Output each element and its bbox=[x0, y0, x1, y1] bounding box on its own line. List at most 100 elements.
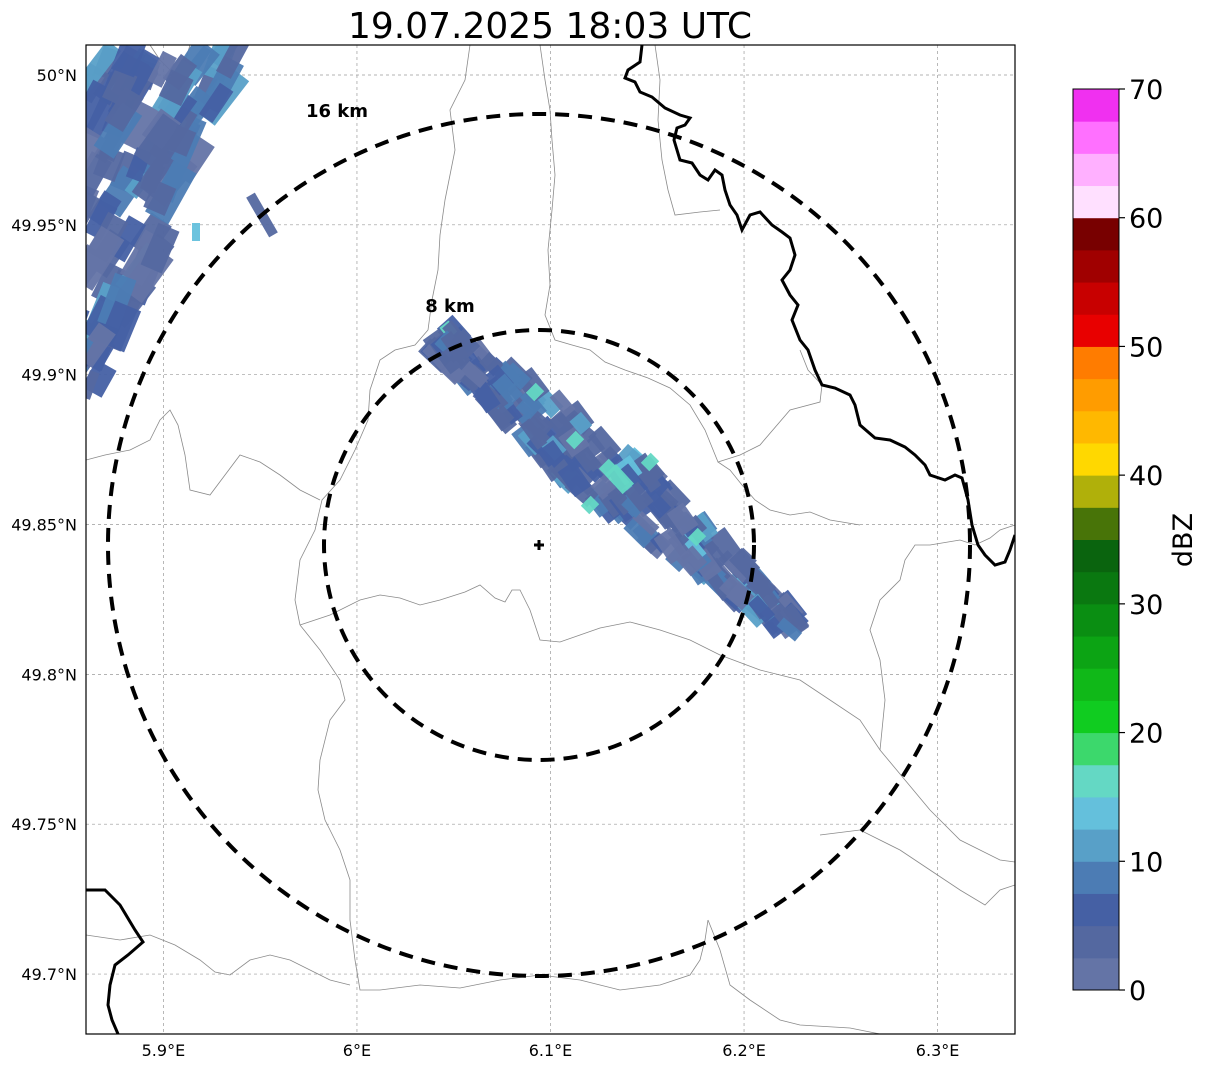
colorbar-cell bbox=[1073, 539, 1119, 573]
echo-bin-northwest bbox=[86, 45, 122, 98]
colorbar-cell bbox=[1073, 442, 1119, 476]
range-rings bbox=[106, 112, 972, 978]
colorbar-cell bbox=[1073, 571, 1119, 605]
colorbar-cell bbox=[1073, 153, 1119, 187]
echo-bin-central bbox=[588, 425, 622, 461]
x-tick-label: 6°E bbox=[343, 1041, 371, 1060]
range-ring-label-16km: 16 km bbox=[306, 101, 368, 122]
echo-bin-northwest bbox=[101, 66, 138, 107]
colorbar-cell bbox=[1073, 957, 1119, 991]
echo-bin-northwest bbox=[143, 179, 177, 216]
echo-bin-central bbox=[640, 470, 662, 493]
echo-bin-central bbox=[460, 360, 489, 389]
echo-bin-central bbox=[708, 527, 743, 564]
echo-bin-northwest bbox=[110, 45, 150, 78]
echo-bin-central bbox=[549, 389, 576, 418]
colorbar-cell bbox=[1073, 861, 1119, 894]
echo-bin-northwest bbox=[140, 222, 180, 274]
echo-bin-central bbox=[569, 411, 593, 435]
colorbar-cells bbox=[1073, 89, 1119, 991]
echo-bin-northwest bbox=[192, 223, 200, 241]
echo-bin-northwest bbox=[120, 101, 165, 154]
echo-bin-central bbox=[653, 527, 688, 565]
map-frame bbox=[85, 44, 1016, 1035]
echo-bin-northwest bbox=[167, 124, 197, 157]
colorbar-label: dBZ bbox=[1168, 513, 1199, 567]
colorbar-tick-label: 40 bbox=[1129, 461, 1163, 492]
range-ring-8km bbox=[322, 328, 756, 762]
echo-bin-northwest bbox=[86, 79, 115, 134]
colorbar-cell bbox=[1073, 121, 1119, 154]
echo-bin-central bbox=[450, 328, 481, 359]
echo-bin-central bbox=[515, 394, 542, 421]
colorbar-cell bbox=[1073, 89, 1119, 122]
x-axis-ticks: 5.9°E 6°E 6.1°E 6.2°E 6.3°E bbox=[142, 1041, 960, 1060]
echo-bin-central bbox=[687, 527, 707, 547]
y-tick-label: 49.75°N bbox=[11, 815, 77, 834]
echo-bin-northwest bbox=[202, 45, 244, 82]
echo-bin-northwest bbox=[198, 82, 234, 124]
colorbar-tick-label: 70 bbox=[1129, 75, 1163, 106]
echo-bin-northwest bbox=[162, 53, 198, 91]
echo-bin-northwest bbox=[86, 126, 107, 177]
echo-bin-northwest bbox=[86, 370, 100, 400]
echo-bin-central bbox=[667, 525, 690, 548]
map-panel: 8 km 16 km bbox=[86, 45, 1015, 1034]
colorbar-cell bbox=[1073, 796, 1119, 830]
colorbar-cell bbox=[1073, 378, 1119, 412]
colorbar-cell bbox=[1073, 764, 1119, 798]
echo-bin-northwest bbox=[86, 151, 112, 197]
echo-bin-central bbox=[748, 595, 776, 624]
y-tick-label: 49.8°N bbox=[21, 665, 77, 684]
x-tick-label: 5.9°E bbox=[142, 1041, 186, 1060]
y-tick-label: 49.9°N bbox=[21, 366, 77, 385]
echo-bin-northwest bbox=[86, 188, 101, 247]
echo-bin-central bbox=[624, 481, 654, 513]
echo-bin-central bbox=[535, 389, 564, 419]
echo-bin-central bbox=[470, 379, 501, 414]
colorbar-cell bbox=[1073, 314, 1119, 347]
y-tick-label: 50°N bbox=[37, 66, 77, 85]
echo-bin-central bbox=[623, 513, 659, 549]
national-borders bbox=[86, 45, 1015, 1034]
echo-bin-central bbox=[782, 603, 810, 634]
map-title: 19.07.2025 18:03 UTC bbox=[348, 6, 752, 47]
echo-bin-central bbox=[436, 345, 466, 375]
echo-bin-central bbox=[492, 373, 523, 406]
radar-site-marker-icon bbox=[534, 540, 544, 550]
echo-bin-northwest bbox=[104, 86, 144, 133]
colorbar-cell bbox=[1073, 410, 1119, 444]
colorbar-frame bbox=[1072, 88, 1120, 991]
echo-bin-central bbox=[640, 452, 660, 472]
map-gridlines bbox=[86, 45, 1015, 1034]
colorbar-cell bbox=[1073, 636, 1119, 669]
colorbar-cell bbox=[1073, 925, 1119, 959]
echo-bin-central bbox=[565, 430, 585, 450]
y-tick-label: 49.95°N bbox=[11, 216, 77, 235]
colorbar-tick-label: 0 bbox=[1129, 976, 1146, 1007]
y-axis-ticks: 50°N 49.95°N 49.9°N 49.85°N 49.8°N 49.75°N 49.… bbox=[11, 66, 77, 984]
echo-bin-central bbox=[557, 460, 592, 498]
colorbar-tick-label: 50 bbox=[1129, 332, 1163, 363]
y-tick-label: 49.85°N bbox=[11, 516, 77, 535]
colorbar-cell bbox=[1073, 603, 1119, 637]
echo-bin-central bbox=[666, 502, 699, 536]
colorbar-cell bbox=[1073, 346, 1119, 380]
colorbar-ticks: 0 10 20 30 40 50 60 70 bbox=[1119, 75, 1163, 1007]
colorbar-cell bbox=[1073, 475, 1119, 508]
echo-bin-central bbox=[632, 509, 660, 536]
echo-bin-central bbox=[598, 458, 618, 478]
echo-bin-northwest bbox=[131, 151, 175, 203]
echo-bin-central bbox=[776, 617, 803, 642]
radar-echo-cells bbox=[86, 45, 810, 642]
colorbar-tick-label: 30 bbox=[1129, 590, 1163, 621]
echo-bin-central bbox=[580, 495, 600, 515]
colorbar-cell bbox=[1073, 217, 1119, 251]
colorbar-cell bbox=[1073, 282, 1119, 315]
echo-bin-central bbox=[752, 579, 780, 610]
echo-bin-central bbox=[578, 446, 603, 473]
range-ring-label-8km: 8 km bbox=[425, 296, 475, 317]
echo-bin-central bbox=[519, 418, 548, 450]
echo-bin-central bbox=[450, 345, 471, 367]
